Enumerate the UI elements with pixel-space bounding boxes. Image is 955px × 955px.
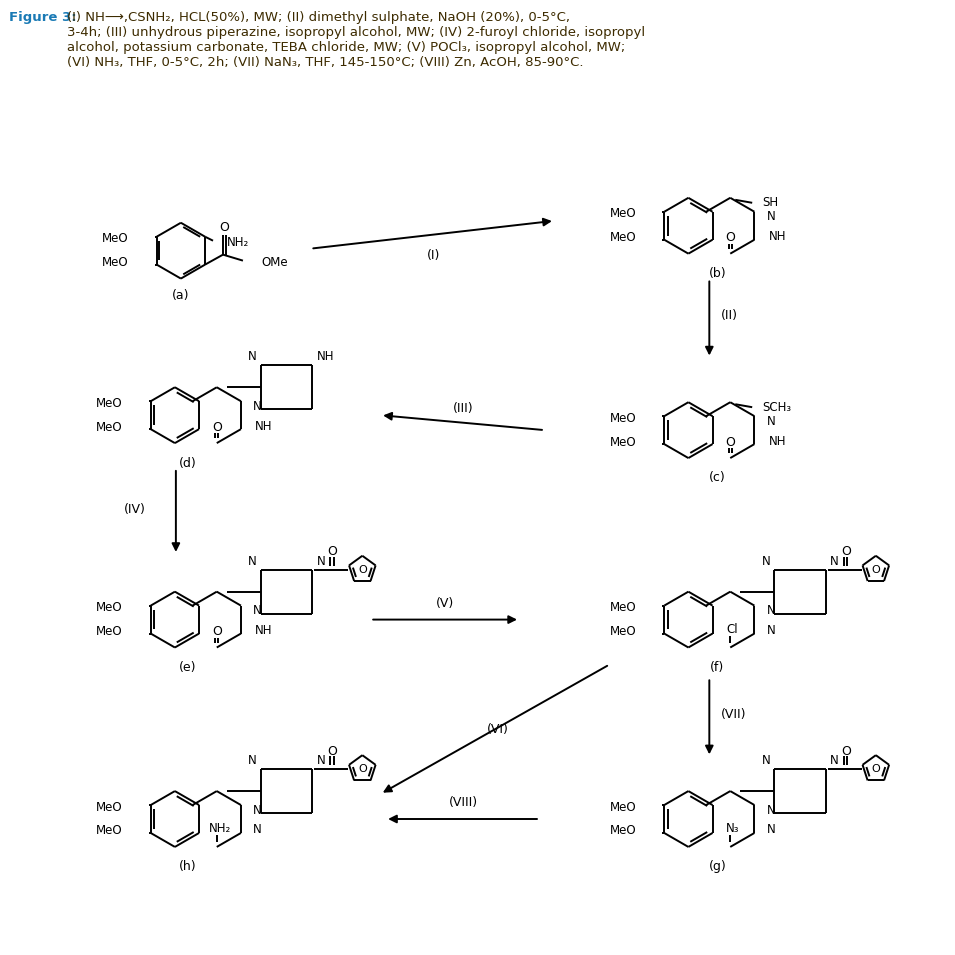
Text: (I): (I) [427,249,440,262]
Text: MeO: MeO [609,207,636,221]
Text: NH₂: NH₂ [227,236,249,249]
Text: MeO: MeO [102,256,129,269]
Text: N: N [767,803,775,817]
Text: N: N [253,400,262,413]
Text: MeO: MeO [102,232,129,245]
Text: N: N [767,624,775,637]
Text: NH: NH [255,624,272,637]
Text: (a): (a) [172,289,190,302]
Text: O: O [358,764,367,775]
Text: N: N [767,605,775,617]
Text: O: O [328,545,337,559]
Text: O: O [328,745,337,757]
Text: (g): (g) [709,860,726,874]
Text: N: N [248,350,257,363]
Text: OMe: OMe [261,256,287,269]
Text: (VII): (VII) [721,708,747,721]
Text: (h): (h) [179,860,197,874]
Text: MeO: MeO [96,396,123,410]
Text: O: O [841,545,851,559]
Text: N: N [767,414,775,428]
Text: (b): (b) [709,267,726,280]
Text: NH: NH [769,435,786,448]
Text: N₃: N₃ [726,822,739,836]
Text: O: O [212,420,222,434]
Text: MeO: MeO [609,435,636,449]
Text: MeO: MeO [609,412,636,425]
Text: MeO: MeO [609,231,636,244]
Text: O: O [841,745,851,757]
Text: MeO: MeO [96,824,123,838]
Text: (I) NH⟶,CSNH₂, HCL(50%), MW; (II) dimethyl sulphate, NaOH (20%), 0-5°C,
3-4h; (I: (I) NH⟶,CSNH₂, HCL(50%), MW; (II) dimeth… [67,11,646,70]
Text: N: N [248,555,257,567]
Text: NH: NH [255,419,272,433]
Text: N: N [767,823,775,837]
Text: (VI): (VI) [487,723,509,735]
Text: O: O [726,435,735,449]
Text: MeO: MeO [609,800,636,814]
Text: MeO: MeO [96,626,123,638]
Text: N: N [248,754,257,767]
Text: MeO: MeO [96,601,123,614]
Text: O: O [872,564,881,575]
Text: N: N [253,605,262,617]
Text: NH: NH [316,350,334,363]
Text: (III): (III) [453,402,474,415]
Text: (V): (V) [436,597,455,609]
Text: O: O [872,764,881,775]
Text: NH: NH [769,230,786,244]
Text: MeO: MeO [609,824,636,838]
Text: N: N [316,555,326,567]
Text: (IV): (IV) [124,503,146,517]
Text: SCH₃: SCH₃ [762,401,792,414]
Text: N: N [830,555,838,567]
Text: (f): (f) [711,661,725,674]
Text: N: N [316,754,326,767]
Text: N: N [761,555,770,567]
Text: (VIII): (VIII) [449,796,478,809]
Text: N: N [761,754,770,767]
Text: MeO: MeO [609,601,636,614]
Text: MeO: MeO [96,420,123,434]
Text: O: O [358,564,367,575]
Text: Figure 3:: Figure 3: [10,11,81,25]
Text: O: O [212,626,222,638]
Text: N: N [253,803,262,817]
Text: N: N [253,823,262,837]
Text: O: O [220,222,229,234]
Text: Cl: Cl [727,623,738,636]
Text: N: N [830,754,838,767]
Text: MeO: MeO [96,800,123,814]
Text: SH: SH [762,197,778,209]
Text: O: O [726,231,735,244]
Text: MeO: MeO [609,626,636,638]
Text: N: N [767,210,775,223]
Text: NH₂: NH₂ [208,822,231,836]
Text: (e): (e) [180,661,197,674]
Text: (d): (d) [179,456,197,470]
Text: (II): (II) [721,309,738,322]
Text: (c): (c) [709,472,726,484]
